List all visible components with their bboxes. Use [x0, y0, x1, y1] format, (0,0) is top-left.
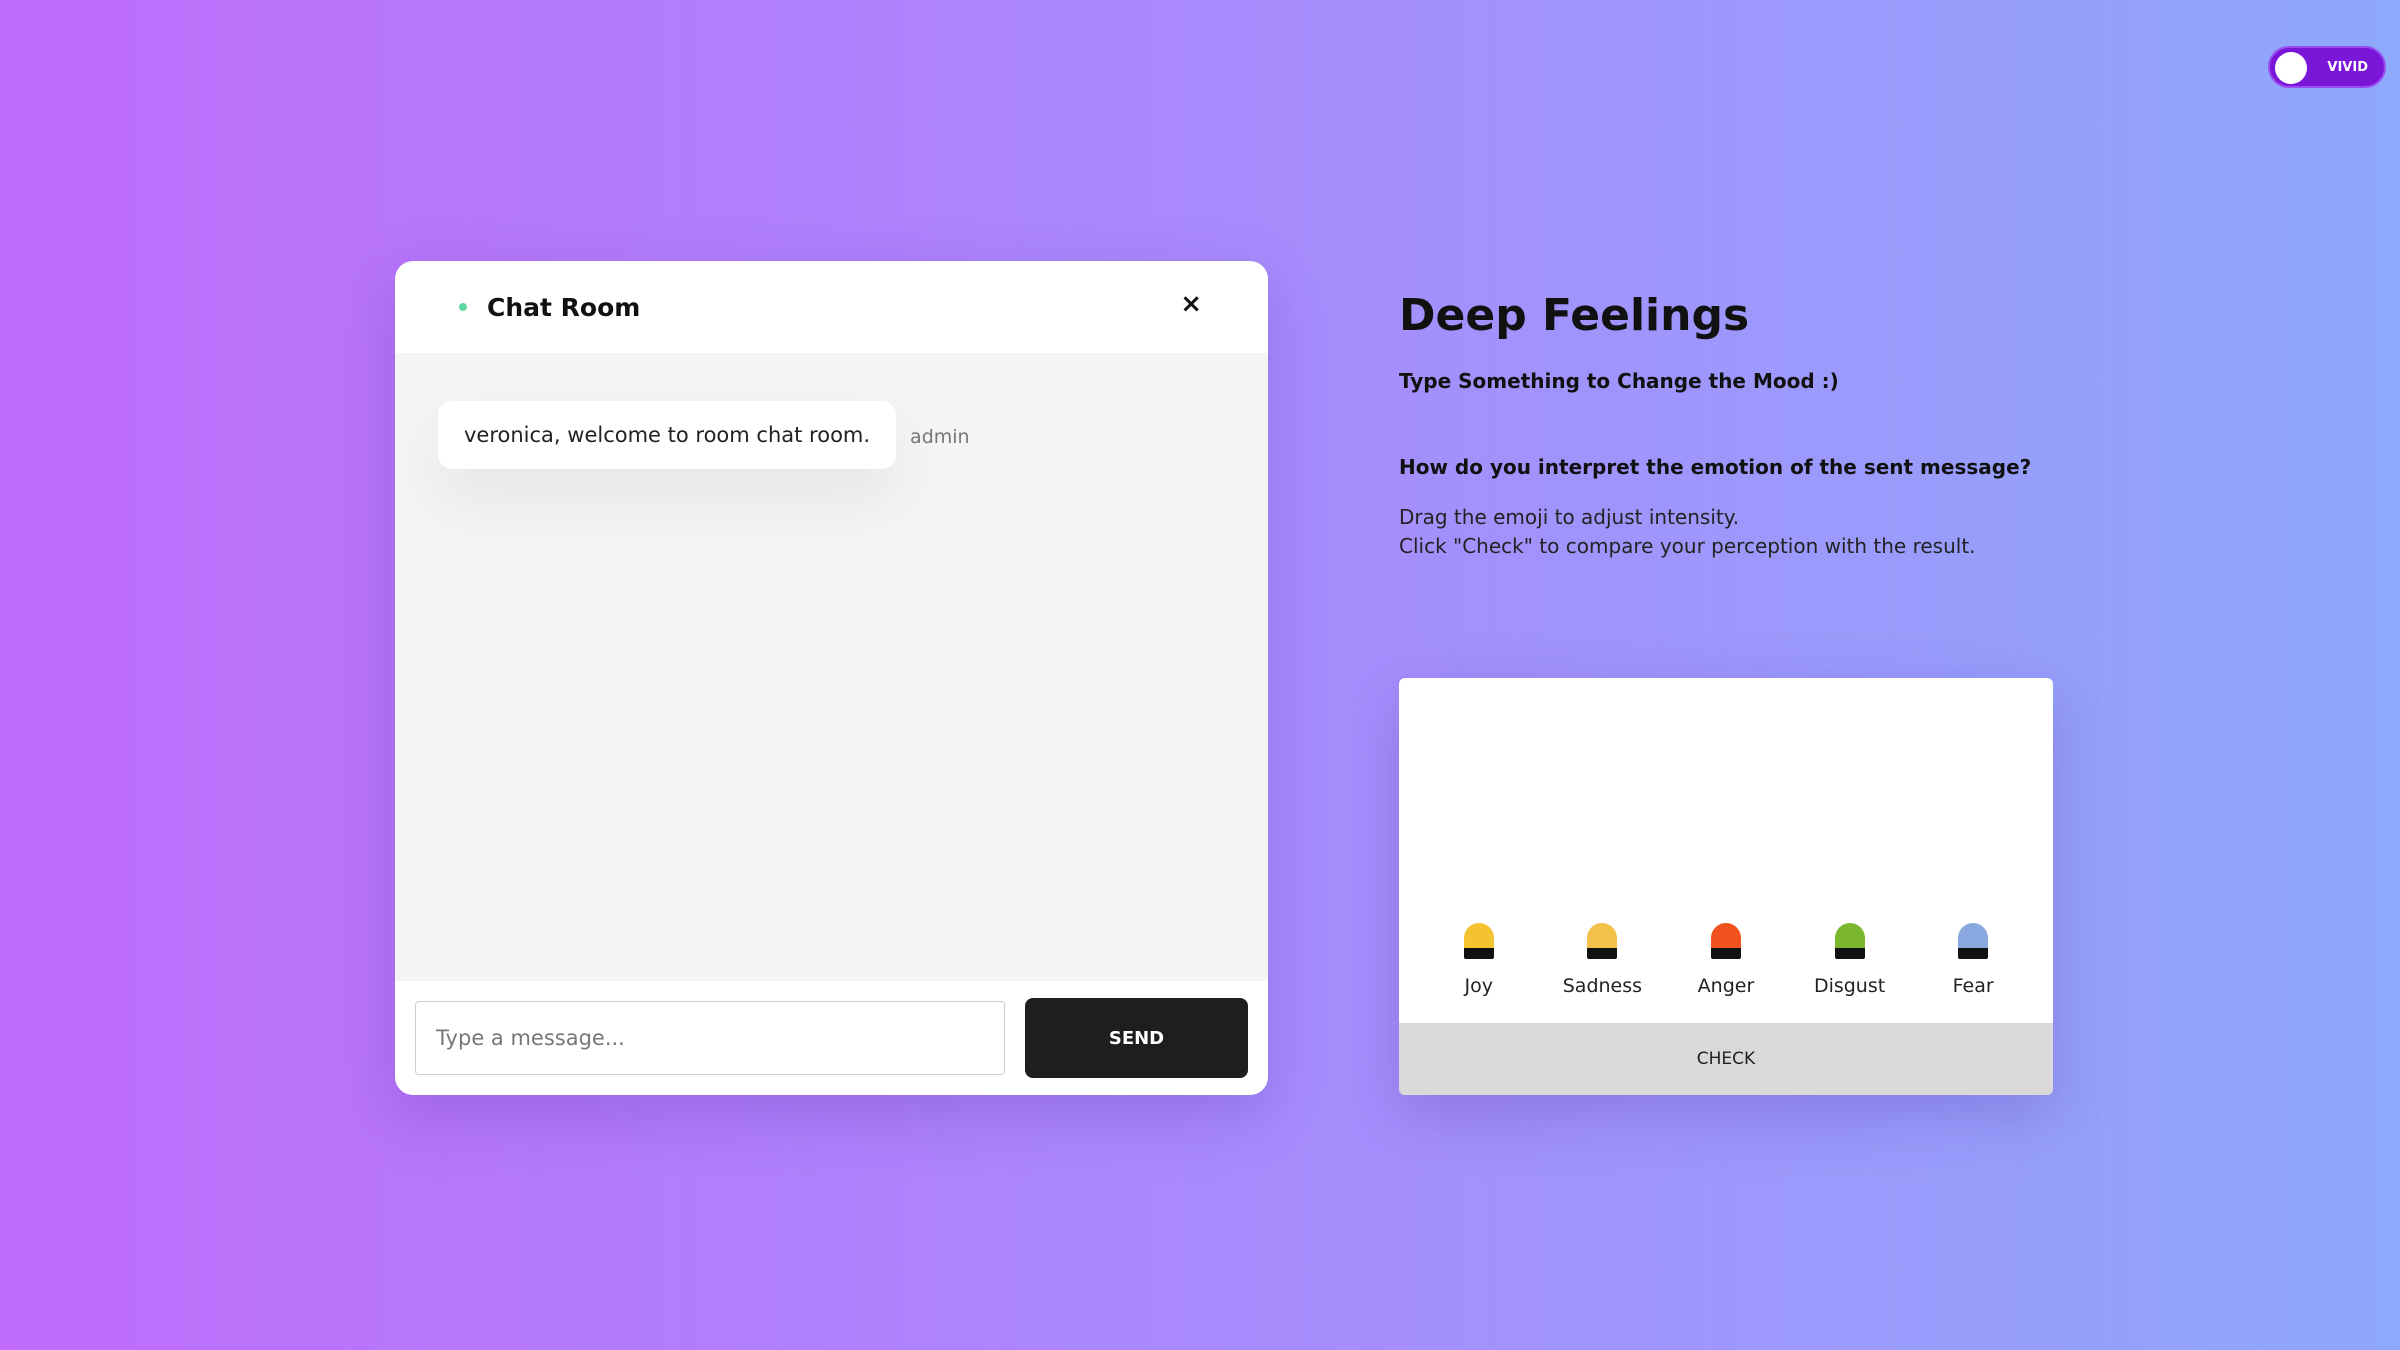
instruction-check: Click "Check" to compare your perception…	[1399, 534, 1976, 558]
toggle-knob	[2275, 52, 2307, 84]
chat-footer: SEND	[395, 981, 1268, 1095]
disgust-emoji-icon[interactable]	[1834, 923, 1865, 959]
send-button[interactable]: SEND	[1025, 998, 1248, 1078]
sadness-emoji-icon[interactable]	[1587, 923, 1618, 959]
emoji-disgust[interactable]: Disgust	[1795, 923, 1905, 997]
emotion-label: Fear	[1952, 975, 1994, 997]
vivid-toggle[interactable]: VIVID	[2268, 46, 2386, 88]
emoji-sadness[interactable]: Sadness	[1547, 923, 1657, 997]
anger-emoji-icon[interactable]	[1710, 923, 1741, 959]
check-button[interactable]: CHECK	[1399, 1023, 2053, 1095]
fear-emoji-icon[interactable]	[1958, 923, 1989, 959]
question: How do you interpret the emotion of the …	[1399, 455, 2032, 479]
chat-title: Chat Room	[487, 292, 641, 322]
message-input[interactable]	[415, 1001, 1005, 1075]
message-author: admin	[910, 426, 970, 448]
emotion-label: Joy	[1464, 975, 1494, 997]
info-panel: Deep Feelings Type Something to Change t…	[1399, 290, 2031, 561]
message-list: veronica, welcome to room chat room. adm…	[395, 353, 1268, 981]
page-title: Deep Feelings	[1399, 290, 1750, 341]
emotion-label: Sadness	[1562, 975, 1643, 997]
toggle-label: VIVID	[2327, 60, 2368, 75]
chat-window: Chat Room × veronica, welcome to room ch…	[395, 261, 1268, 1095]
emoji-fear[interactable]: Fear	[1918, 923, 2028, 997]
emoji-joy[interactable]: Joy	[1424, 923, 1534, 997]
close-icon[interactable]: ×	[1180, 289, 1202, 319]
instruction-drag: Drag the emoji to adjust intensity.	[1399, 505, 1740, 529]
online-status-icon	[459, 303, 467, 311]
emotion-card: Joy Sadness Anger Disgust Fear CHECK	[1399, 678, 2053, 1095]
emotion-label: Anger	[1697, 975, 1755, 997]
chat-header: Chat Room ×	[395, 261, 1268, 353]
joy-emoji-icon[interactable]	[1463, 923, 1494, 959]
emotion-label: Disgust	[1813, 975, 1886, 997]
emoji-anger[interactable]: Anger	[1671, 923, 1781, 997]
message-bubble: veronica, welcome to room chat room.	[438, 401, 897, 469]
message: veronica, welcome to room chat room. adm…	[438, 401, 1225, 469]
subtitle: Type Something to Change the Mood :)	[1399, 369, 1839, 393]
